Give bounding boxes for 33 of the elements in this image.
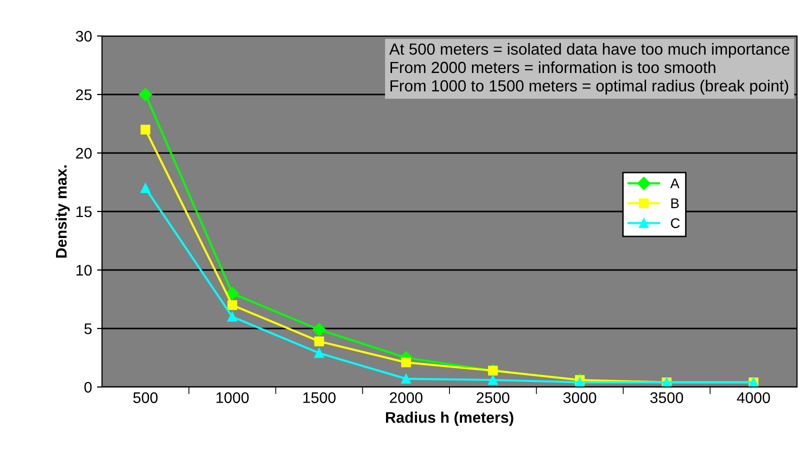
point bbox=[401, 358, 411, 368]
x-tick-label: 3000 bbox=[563, 392, 596, 404]
point bbox=[226, 286, 239, 300]
point bbox=[227, 312, 238, 322]
point bbox=[312, 323, 326, 336]
legend-label: B bbox=[671, 198, 679, 208]
point bbox=[140, 124, 150, 134]
y-axis-title: Density max. bbox=[55, 165, 70, 258]
y-tick-label: 5 bbox=[84, 324, 92, 334]
point bbox=[314, 336, 324, 346]
y-tick-label: 0 bbox=[84, 382, 92, 393]
x-tick-label: 1000 bbox=[216, 392, 249, 404]
point bbox=[227, 300, 238, 310]
point bbox=[140, 183, 150, 193]
y-tick-label: 10 bbox=[76, 264, 92, 276]
x-tick-label: 500 bbox=[133, 392, 158, 404]
point bbox=[138, 88, 152, 102]
point bbox=[488, 375, 498, 385]
point bbox=[401, 374, 411, 384]
legend-label: A bbox=[670, 178, 680, 188]
x-axis-title: Radius h (meters) bbox=[386, 412, 514, 426]
point bbox=[314, 348, 324, 358]
y-tick-label: 15 bbox=[76, 206, 92, 218]
annotation: At 500 meters = isolated data have too much importance From 2000 meters = information is too smooth From 1000 to 1500 meters = optimal radius (break point) bbox=[389, 43, 790, 95]
x-tick-label: 4000 bbox=[736, 392, 770, 404]
y-tick-label: 20 bbox=[76, 148, 92, 159]
y-tick-label: 30 bbox=[76, 30, 92, 42]
legend-label: C bbox=[670, 218, 680, 228]
x-tick-label: 3500 bbox=[650, 392, 684, 404]
x-tick-label: 2000 bbox=[390, 392, 422, 404]
x-tick-label: 2500 bbox=[476, 392, 510, 404]
x-tick-label: 1500 bbox=[303, 392, 336, 404]
y-tick-label: 25 bbox=[76, 89, 92, 100]
